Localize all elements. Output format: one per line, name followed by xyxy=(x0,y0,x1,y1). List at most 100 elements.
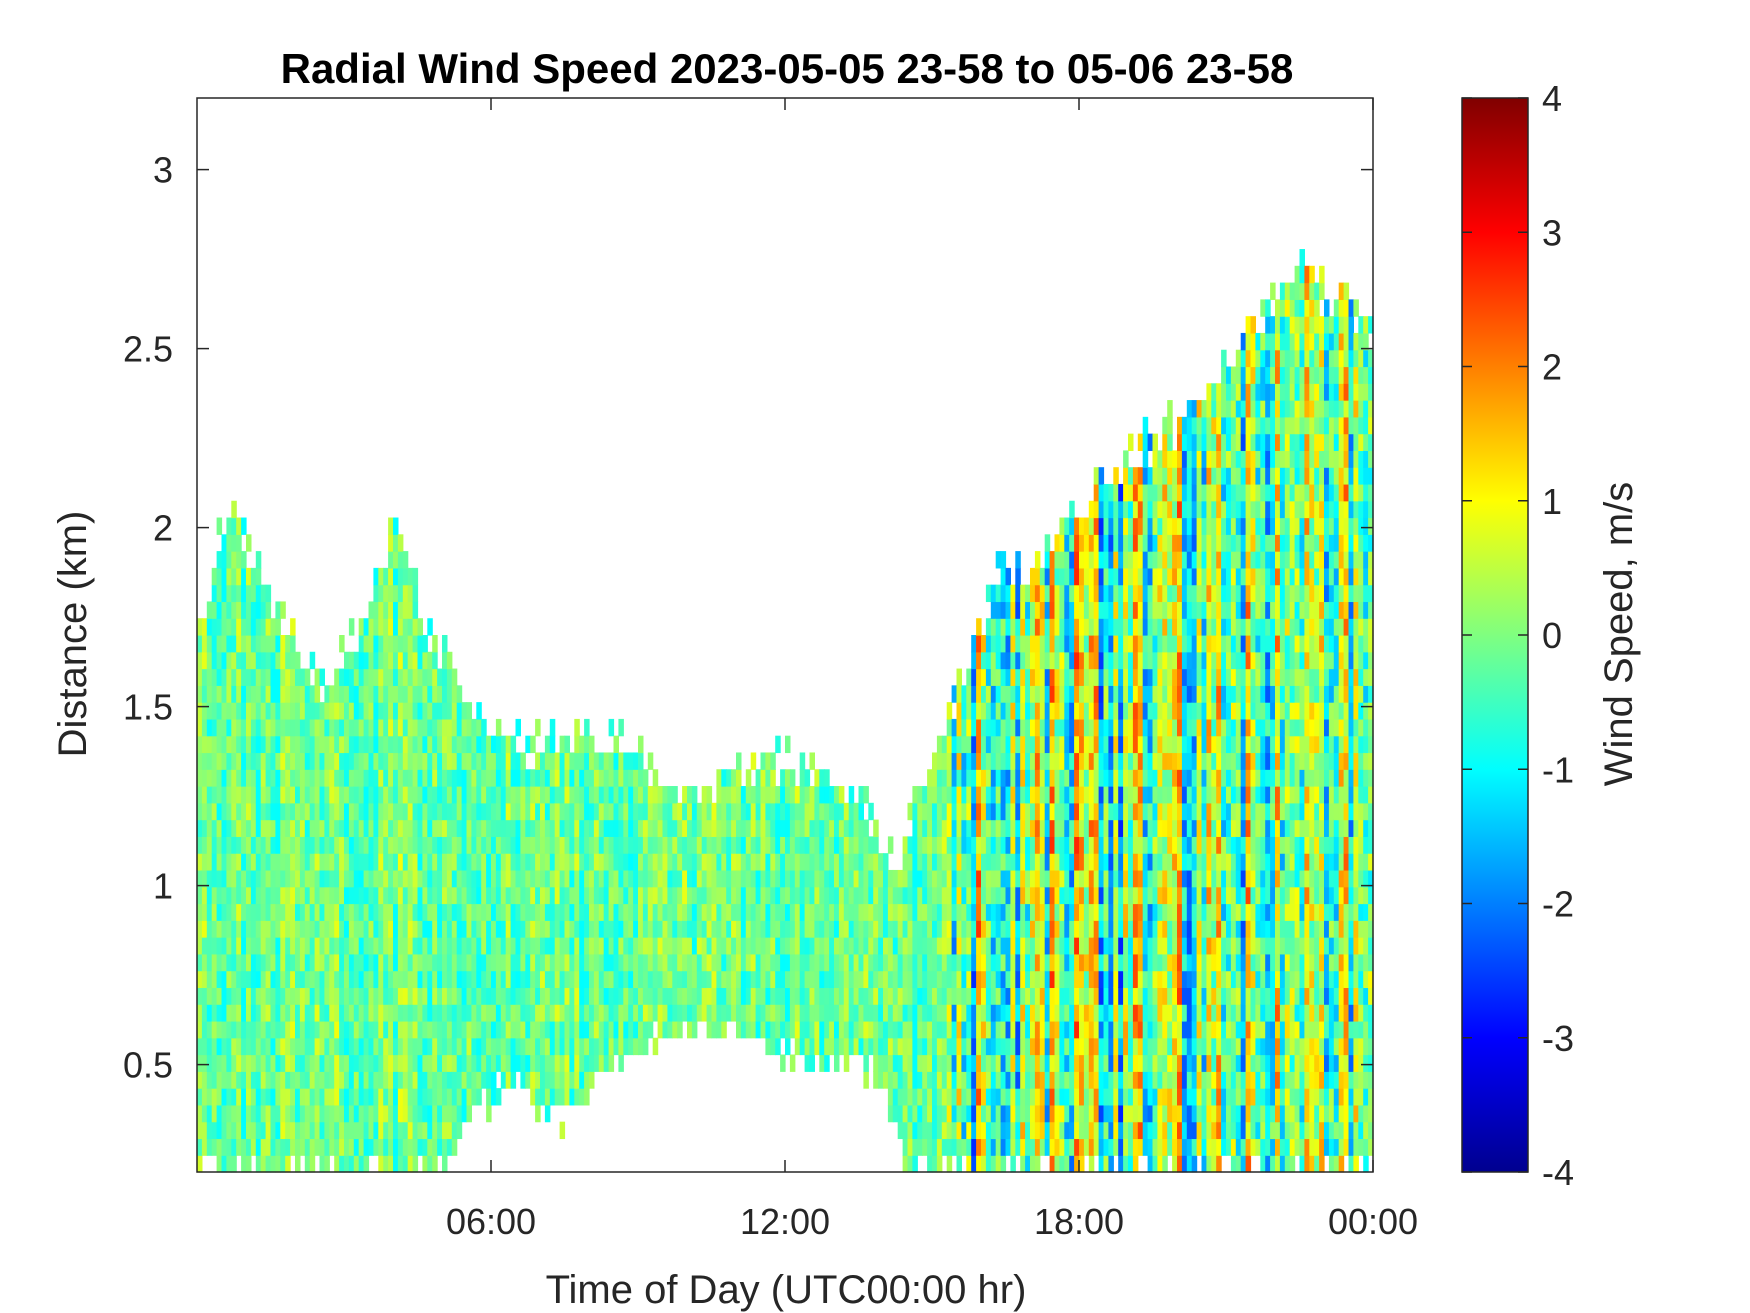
heatmap-cell xyxy=(647,802,654,821)
heatmap-cell xyxy=(1069,903,1075,921)
heatmap-cell xyxy=(971,987,977,1005)
heatmap-cell xyxy=(373,1138,379,1156)
heatmap-cell xyxy=(985,769,992,787)
heatmap-cell xyxy=(981,1054,987,1072)
heatmap-cell xyxy=(853,1020,860,1039)
heatmap-cell xyxy=(785,920,791,938)
heatmap-cell xyxy=(344,819,350,837)
heatmap-cell xyxy=(1015,752,1021,770)
heatmap-cell xyxy=(1020,601,1026,619)
heatmap-cell xyxy=(250,1054,257,1072)
heatmap-cell xyxy=(344,970,350,989)
heatmap-cell xyxy=(353,1088,360,1106)
heatmap-cell xyxy=(927,802,933,821)
heatmap-cell xyxy=(314,1037,321,1056)
heatmap-cell xyxy=(902,1054,909,1072)
heatmap-cell xyxy=(461,886,468,905)
heatmap-cell xyxy=(422,1155,428,1173)
heatmap-cell xyxy=(1083,635,1090,653)
heatmap-cell xyxy=(540,953,546,972)
heatmap-cell xyxy=(437,869,443,888)
heatmap-cell xyxy=(500,1020,507,1039)
heatmap-cell xyxy=(1020,1138,1026,1156)
heatmap-cell xyxy=(1069,970,1075,989)
heatmap-cell xyxy=(466,752,472,770)
heatmap-cell xyxy=(260,970,267,989)
heatmap-cell xyxy=(197,1088,203,1106)
heatmap-cell xyxy=(500,987,507,1005)
heatmap-cell xyxy=(275,1071,281,1089)
heatmap-cell xyxy=(344,752,350,770)
heatmap-cell xyxy=(358,903,365,921)
heatmap-cell xyxy=(236,1037,242,1056)
heatmap-cell xyxy=(1118,618,1124,636)
heatmap-cell xyxy=(932,1088,938,1106)
heatmap-cell xyxy=(589,802,595,821)
heatmap-cell xyxy=(437,853,443,871)
heatmap-cell xyxy=(971,953,977,972)
heatmap-cell xyxy=(868,869,874,888)
heatmap-cell xyxy=(1030,1088,1036,1106)
heatmap-cell xyxy=(544,1071,551,1089)
heatmap-cell xyxy=(1098,1088,1105,1106)
heatmap-cell xyxy=(981,1004,987,1022)
heatmap-cell xyxy=(1118,1071,1124,1089)
heatmap-cell xyxy=(397,668,404,686)
heatmap-cell xyxy=(995,601,1002,619)
heatmap-cell xyxy=(1069,869,1075,888)
heatmap-cell xyxy=(246,584,252,603)
heatmap-cell xyxy=(848,1037,855,1056)
heatmap-cell xyxy=(917,987,923,1005)
heatmap-cell xyxy=(500,853,507,871)
heatmap-cell xyxy=(956,1104,962,1123)
heatmap-cell xyxy=(383,618,389,636)
heatmap-cell xyxy=(1010,1037,1016,1056)
heatmap-cell xyxy=(540,1071,546,1089)
heatmap-cell xyxy=(922,1037,928,1056)
heatmap-cell xyxy=(1079,668,1085,686)
heatmap-cell xyxy=(486,1054,492,1072)
heatmap-cell xyxy=(1064,853,1070,871)
heatmap-cell xyxy=(407,685,414,703)
heatmap-cell xyxy=(868,987,874,1005)
heatmap-cell xyxy=(677,836,683,854)
heatmap-cell xyxy=(559,1121,566,1140)
heatmap-cell xyxy=(1074,987,1080,1005)
heatmap-cell xyxy=(393,651,399,670)
heatmap-cell xyxy=(446,920,453,938)
heatmap-cell xyxy=(1044,903,1051,921)
heatmap-cell xyxy=(1103,869,1109,888)
heatmap-cell xyxy=(838,869,845,888)
heatmap-cell xyxy=(638,886,644,905)
heatmap-cell xyxy=(231,769,237,787)
heatmap-cell xyxy=(358,1121,365,1140)
heatmap-cell xyxy=(270,685,276,703)
heatmap-cell xyxy=(564,970,570,989)
heatmap-cell xyxy=(799,987,806,1005)
heatmap-cell xyxy=(270,735,276,754)
heatmap-cell xyxy=(275,853,281,871)
heatmap-cell xyxy=(471,1054,477,1072)
heatmap-cell xyxy=(1108,1037,1114,1056)
heatmap-cell xyxy=(397,1088,404,1106)
heatmap-cell xyxy=(304,853,311,871)
heatmap-cell xyxy=(858,853,864,871)
heatmap-cell xyxy=(1044,802,1051,821)
heatmap-cell xyxy=(417,651,423,670)
heatmap-cell xyxy=(201,752,208,770)
heatmap-cell xyxy=(378,601,384,619)
heatmap-cell xyxy=(804,1037,811,1056)
heatmap-cell xyxy=(745,953,752,972)
heatmap-cell xyxy=(1128,1104,1134,1123)
heatmap-cell xyxy=(1059,601,1065,619)
heatmap-cell xyxy=(966,869,972,888)
heatmap-cell xyxy=(348,869,355,888)
heatmap-cell xyxy=(755,802,762,821)
heatmap-cell xyxy=(383,668,389,686)
heatmap-cell xyxy=(1039,584,1046,603)
heatmap-cell xyxy=(290,635,296,653)
heatmap-cell xyxy=(814,987,820,1005)
heatmap-cell xyxy=(544,769,551,787)
heatmap-cell xyxy=(932,819,938,837)
heatmap-cell xyxy=(789,1054,796,1072)
